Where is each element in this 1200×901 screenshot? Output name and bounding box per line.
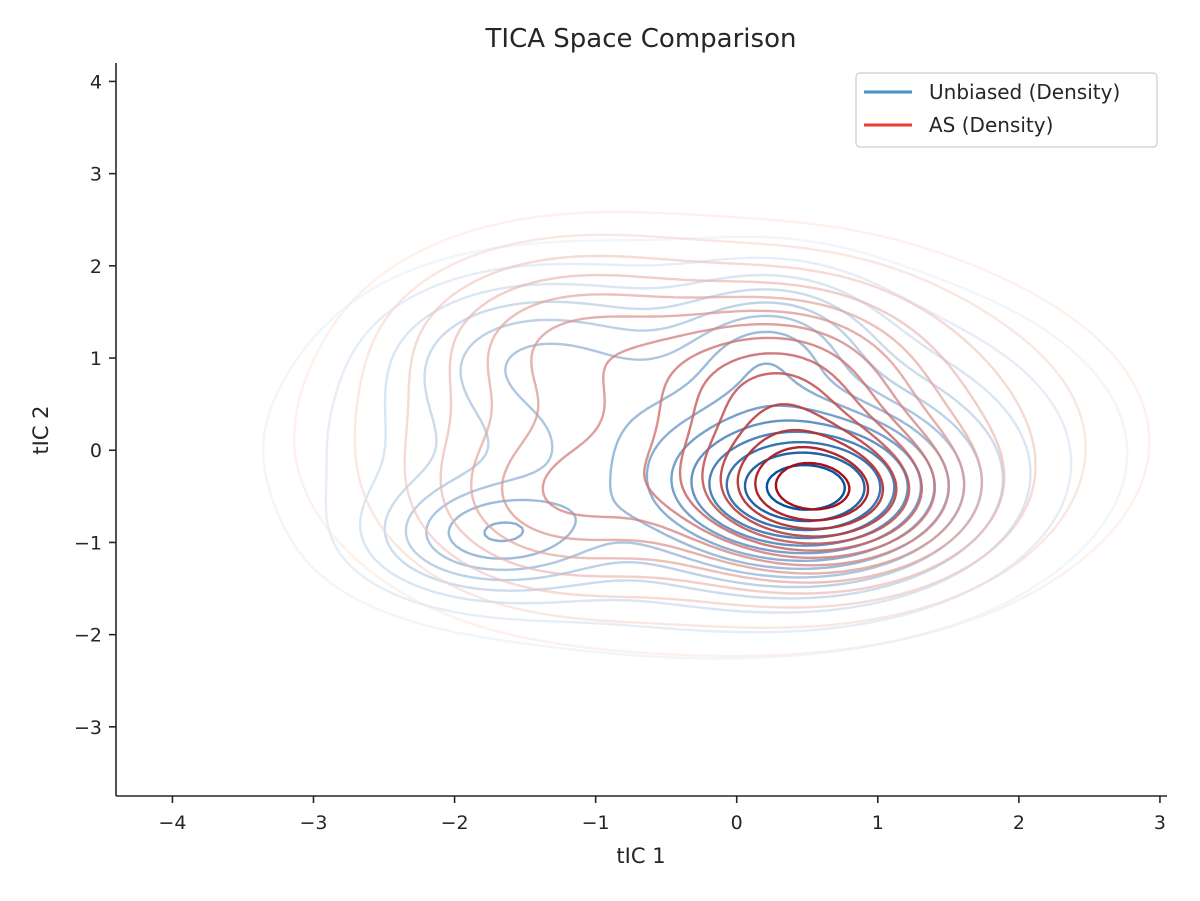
x-tick-label: 2 bbox=[1013, 812, 1025, 834]
y-tick-label: 3 bbox=[90, 164, 102, 186]
x-tick-label: 0 bbox=[731, 812, 743, 834]
as-density-contour-level bbox=[293, 210, 1151, 658]
y-tick-label: 4 bbox=[90, 71, 102, 93]
as-density-contour-level bbox=[470, 293, 984, 584]
y-tick-label: 1 bbox=[90, 348, 102, 370]
as-density-contour-level bbox=[500, 309, 966, 575]
legend-label-as: AS (Density) bbox=[929, 113, 1053, 137]
legend-label-unbiased: Unbiased (Density) bbox=[929, 80, 1120, 104]
y-tick-label: 2 bbox=[90, 256, 102, 278]
as-density-contour-level bbox=[736, 428, 885, 530]
y-tick-label: 0 bbox=[90, 440, 102, 462]
chart-title: TICA Space Comparison bbox=[485, 24, 797, 54]
as-density-contour-level bbox=[678, 352, 923, 552]
unbiased-density-contour-level bbox=[404, 301, 983, 589]
x-tick-label: −4 bbox=[158, 812, 186, 834]
x-tick-label: −1 bbox=[582, 812, 610, 834]
as-density-contours bbox=[293, 210, 1151, 658]
unbiased-density-contour-level bbox=[708, 430, 896, 540]
y-tick-label: −1 bbox=[74, 532, 102, 554]
as-density-contour-level bbox=[701, 372, 911, 545]
x-tick-label: 3 bbox=[1154, 812, 1166, 834]
unbiased-density-contours bbox=[262, 235, 1129, 660]
unbiased-density-contour-level bbox=[262, 235, 1129, 660]
as-density-contour-level bbox=[719, 403, 898, 538]
y-axis-label: tIC 2 bbox=[29, 405, 53, 454]
as-density-contour-level bbox=[541, 323, 950, 567]
y-tick-label: −2 bbox=[74, 625, 102, 647]
as-density-contour-level bbox=[403, 254, 1037, 609]
y-tick-label: −3 bbox=[74, 717, 102, 739]
x-tick-label: −2 bbox=[441, 812, 469, 834]
x-tick-label: 1 bbox=[872, 812, 884, 834]
unbiased-density-contour-level bbox=[324, 256, 1073, 634]
unbiased-density-contour-level bbox=[725, 440, 882, 532]
as-density-contour-level bbox=[643, 336, 937, 559]
as-density-contour-level bbox=[774, 461, 851, 511]
as-density-contour-level bbox=[353, 233, 1087, 629]
legend-frame bbox=[855, 72, 1158, 148]
y-axis-ticks: −3 −2 −1 0 1 2 3 4 bbox=[74, 71, 116, 739]
x-axis-label: tIC 1 bbox=[616, 844, 665, 868]
as-density-contour-level bbox=[439, 273, 1006, 595]
x-tick-label: −3 bbox=[299, 812, 327, 834]
legend: Unbiased (Density) AS (Density) bbox=[855, 72, 1158, 148]
unbiased-density-contour-level bbox=[765, 463, 846, 511]
x-axis-ticks: −4 −3 −2 −1 0 1 2 3 bbox=[158, 796, 1166, 834]
as-density-contour-level bbox=[754, 445, 870, 522]
